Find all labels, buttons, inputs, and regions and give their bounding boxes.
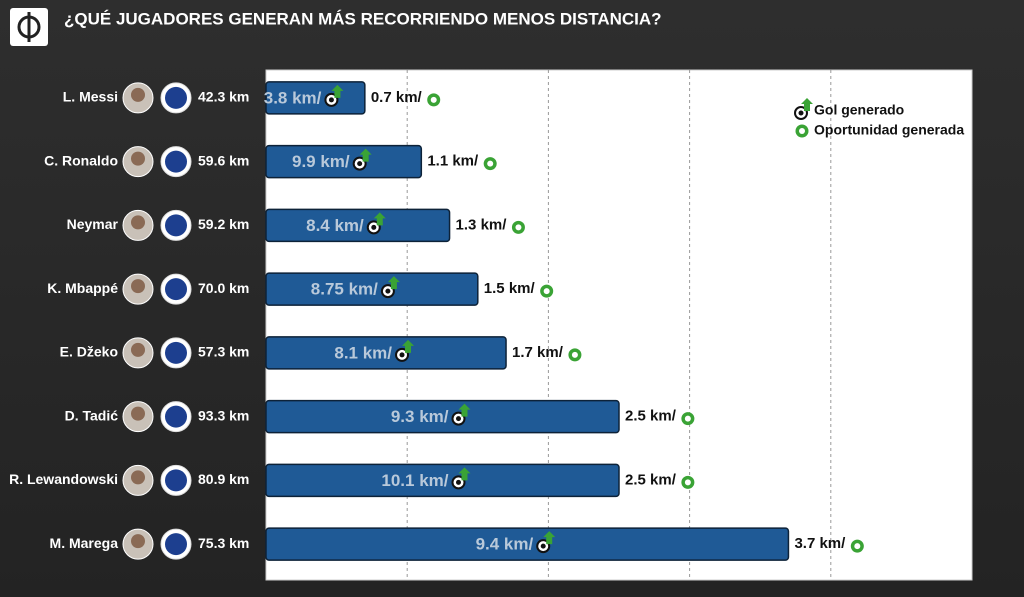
goal-label: 8.4 km/: [306, 216, 364, 235]
club-badge-inner: [165, 405, 187, 428]
value-label: 1.7 km/: [512, 344, 564, 361]
opportunity-icon-inner: [515, 224, 522, 231]
goal-label: 9.3 km/: [391, 407, 449, 426]
opportunity-icon-inner: [799, 128, 805, 134]
goal-icon-dot: [357, 161, 363, 167]
goal-label: 3.8 km/: [264, 88, 322, 107]
bar: [265, 336, 507, 370]
distance-label: 42.3 km: [198, 89, 249, 105]
club-badge-inner: [165, 469, 187, 492]
goal-icon-arrow: [458, 403, 471, 417]
opportunity-icon-inner: [854, 543, 861, 550]
bar: [265, 272, 479, 306]
player-face: [131, 534, 145, 549]
club-badge-inner: [165, 150, 187, 173]
player-face: [131, 151, 145, 166]
goal-icon-dot: [385, 288, 391, 294]
distance-label: 59.2 km: [198, 216, 249, 232]
goal-label: 8.1 km/: [334, 343, 392, 362]
goal-icon-dot: [540, 543, 546, 549]
player-face: [131, 87, 145, 102]
player-name: C. Ronaldo: [44, 152, 118, 168]
bar: [265, 144, 423, 179]
goal-label: 9.9 km/: [292, 152, 350, 171]
legend-label: Oportunidad generada: [814, 122, 964, 138]
club-badge-inner: [165, 214, 187, 237]
player-face: [131, 406, 145, 421]
club-badge-inner: [165, 341, 187, 364]
player-name: D. Tadić: [65, 407, 119, 423]
goal-icon-arrow: [359, 148, 372, 162]
player-name: L. Messi: [63, 89, 118, 105]
opportunity-icon-inner: [487, 160, 494, 167]
value-label: 0.7 km/: [371, 89, 423, 106]
club-badge-inner: [165, 86, 187, 109]
value-label: 2.5 km/: [625, 471, 677, 488]
goal-icon-arrow: [387, 276, 400, 290]
bar: [265, 527, 790, 561]
goal-icon-dot: [399, 352, 405, 358]
goal-icon-arrow: [373, 212, 386, 226]
distance-label: 93.3 km: [198, 407, 249, 423]
bar: [265, 399, 620, 434]
bar: [265, 463, 620, 498]
opportunity-icon-inner: [571, 351, 578, 358]
player-name: Neymar: [67, 216, 119, 232]
distance-label: 57.3 km: [198, 344, 249, 360]
player-name: R. Lewandowski: [9, 471, 118, 487]
goal-icon-arrow: [402, 339, 415, 353]
player-name: M. Marega: [50, 535, 119, 551]
goal-icon-dot: [456, 479, 461, 485]
goal-icon-dot: [328, 97, 334, 103]
value-label: 2.5 km/: [625, 408, 677, 425]
goal-label: 10.1 km/: [381, 471, 448, 490]
goal-icon-arrow: [543, 531, 556, 545]
distance-label: 80.9 km: [198, 471, 249, 487]
club-badge-inner: [165, 533, 187, 556]
chart-title: ¿QUÉ JUGADORES GENERAN MÁS RECORRIENDO M…: [64, 9, 662, 28]
goal-icon-arrow: [801, 98, 813, 111]
distance-label: 75.3 km: [198, 535, 249, 551]
opportunity-icon-inner: [684, 479, 691, 486]
bar: [265, 208, 451, 243]
player-name: K. Mbappé: [47, 280, 118, 296]
goal-icon-dot: [798, 110, 804, 116]
legend-label: Gol generado: [814, 102, 904, 118]
distance-label: 70.0 km: [198, 280, 249, 296]
goal-icon-dot: [371, 224, 377, 230]
club-badge-inner: [165, 278, 187, 301]
goal-label: 8.75 km/: [311, 280, 378, 299]
player-name: E. Džeko: [60, 344, 118, 360]
player-face: [131, 215, 145, 230]
value-label: 1.3 km/: [456, 216, 508, 233]
goal-icon-dot: [456, 416, 461, 422]
goal-label: 9.4 km/: [476, 535, 534, 554]
goal-icon-arrow: [331, 84, 344, 98]
player-face: [131, 470, 145, 485]
opportunity-icon-inner: [684, 415, 691, 422]
opportunity-icon-inner: [430, 96, 437, 103]
player-face: [131, 342, 145, 357]
value-label: 3.7 km/: [794, 535, 846, 552]
distance-label: 59.6 km: [198, 152, 249, 168]
value-label: 1.5 km/: [484, 280, 536, 297]
opportunity-icon-inner: [543, 288, 550, 295]
goal-icon-arrow: [458, 467, 471, 481]
player-face: [131, 279, 145, 294]
value-label: 1.1 km/: [427, 153, 479, 170]
